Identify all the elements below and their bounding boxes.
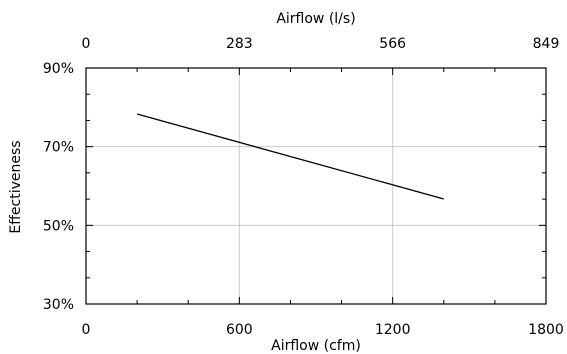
y-axis-title: Effectiveness <box>8 140 24 233</box>
y-tick-label: 90% <box>43 61 74 77</box>
y-tick-label: 70% <box>43 140 74 156</box>
series-group <box>136 113 444 200</box>
plot-frame <box>85 67 547 305</box>
x-tick-label: 0 <box>82 322 91 338</box>
series-line <box>136 113 444 200</box>
x-axis-title: Airflow (cfm) <box>271 338 361 354</box>
x-tick-label: 600 <box>226 322 253 338</box>
x-tick-label: 1200 <box>375 322 411 338</box>
x2-tick-label: 849 <box>533 36 560 52</box>
x2-tick-label: 283 <box>226 36 253 52</box>
x2-tick-label: 0 <box>82 36 91 52</box>
y-tick-label: 30% <box>43 297 74 313</box>
x2-tick-label: 566 <box>379 36 406 52</box>
y-tick-label: 50% <box>43 218 74 234</box>
x-tick-label: 1800 <box>528 322 564 338</box>
plot-border <box>85 67 547 305</box>
tick-marks <box>85 67 547 305</box>
tick-labels: 0 600 1200 1800 0 283 566 849 30% 50% 70% 90% <box>43 36 564 338</box>
x2-axis-title: Airflow (l/s) <box>276 11 355 27</box>
grid-lines <box>86 68 546 304</box>
